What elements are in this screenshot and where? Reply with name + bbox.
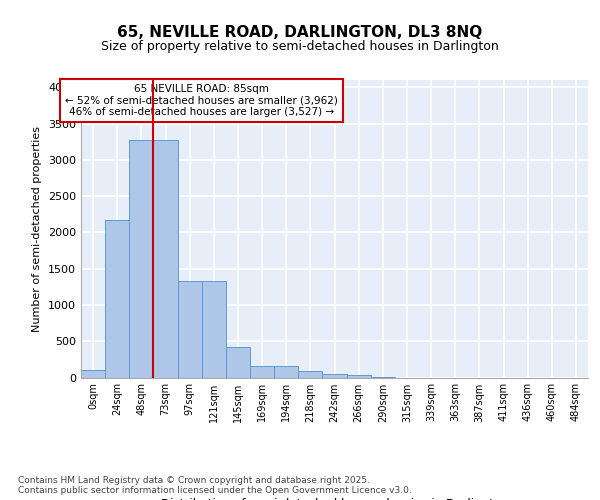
Bar bbox=[371, 377, 395, 378]
Bar bbox=[154, 140, 178, 378]
Text: Size of property relative to semi-detached houses in Darlington: Size of property relative to semi-detach… bbox=[101, 40, 499, 53]
Bar bbox=[129, 140, 154, 378]
Text: 65 NEVILLE ROAD: 85sqm
← 52% of semi-detached houses are smaller (3,962)
46% of : 65 NEVILLE ROAD: 85sqm ← 52% of semi-det… bbox=[65, 84, 338, 117]
Bar bbox=[274, 366, 298, 378]
X-axis label: Distribution of semi-detached houses by size in Darlington: Distribution of semi-detached houses by … bbox=[161, 498, 508, 500]
Bar bbox=[298, 370, 322, 378]
Bar bbox=[105, 220, 129, 378]
Text: Contains HM Land Registry data © Crown copyright and database right 2025.
Contai: Contains HM Land Registry data © Crown c… bbox=[18, 476, 412, 495]
Bar bbox=[322, 374, 347, 378]
Bar bbox=[226, 348, 250, 378]
Bar bbox=[250, 366, 274, 378]
Text: 65, NEVILLE ROAD, DARLINGTON, DL3 8NQ: 65, NEVILLE ROAD, DARLINGTON, DL3 8NQ bbox=[118, 25, 482, 40]
Bar bbox=[178, 280, 202, 378]
Bar bbox=[202, 280, 226, 378]
Bar bbox=[81, 370, 105, 378]
Y-axis label: Number of semi-detached properties: Number of semi-detached properties bbox=[32, 126, 43, 332]
Bar bbox=[347, 374, 371, 378]
